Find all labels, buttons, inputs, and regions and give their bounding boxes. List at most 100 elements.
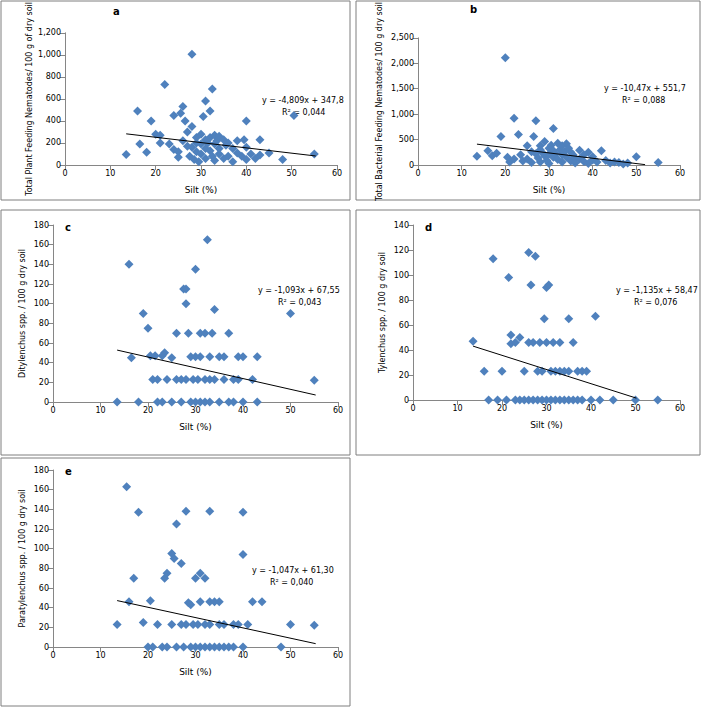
svg-text:Ditylenchus spp. / 100 g dry s: Ditylenchus spp. / 100 g dry soil <box>18 249 27 378</box>
svg-text:120: 120 <box>394 246 409 255</box>
svg-text:200: 200 <box>46 138 61 147</box>
svg-text:60: 60 <box>399 321 409 330</box>
svg-text:0: 0 <box>404 396 409 405</box>
svg-text:Silt (%): Silt (%) <box>530 420 563 430</box>
svg-text:10: 10 <box>452 404 462 413</box>
svg-text:30: 30 <box>544 169 554 178</box>
svg-text:80: 80 <box>39 564 49 573</box>
svg-text:80: 80 <box>39 319 49 328</box>
svg-text:0: 0 <box>410 404 415 413</box>
svg-text:40: 40 <box>241 169 251 178</box>
svg-text:500: 500 <box>399 135 414 144</box>
svg-text:50: 50 <box>631 169 641 178</box>
svg-text:Silt (%): Silt (%) <box>179 422 212 432</box>
svg-text:50: 50 <box>287 169 297 178</box>
svg-text:180: 180 <box>34 466 49 475</box>
svg-text:20: 20 <box>143 651 153 660</box>
svg-text:R² = 0,043: R² = 0,043 <box>278 298 321 307</box>
svg-text:2,500: 2,500 <box>391 33 414 42</box>
svg-text:60: 60 <box>39 339 49 348</box>
svg-text:b: b <box>470 4 477 15</box>
svg-text:160: 160 <box>34 485 49 494</box>
svg-text:40: 40 <box>399 346 409 355</box>
svg-text:0: 0 <box>50 406 55 415</box>
svg-text:Silt (%): Silt (%) <box>533 185 566 195</box>
svg-text:50: 50 <box>630 404 640 413</box>
svg-text:Silt (%): Silt (%) <box>179 667 212 677</box>
svg-text:d: d <box>425 222 432 233</box>
svg-text:140: 140 <box>34 505 49 514</box>
svg-text:Tylenchus spp. / 100 g dry soi: Tylenchus spp. / 100 g dry soil <box>378 252 387 374</box>
svg-text:Total Bacterial Feeding Nemato: Total Bacterial Feeding Nematodes/ 100 g… <box>375 2 384 202</box>
svg-text:Total Plant Feeding Nematodes/: Total Plant Feeding Nematodes/ 100 g of … <box>25 2 34 197</box>
svg-text:y = -4,809x + 347,8: y = -4,809x + 347,8 <box>262 96 344 105</box>
svg-text:R² = 0,076: R² = 0,076 <box>634 298 677 307</box>
svg-text:20: 20 <box>39 378 49 387</box>
svg-text:1,500: 1,500 <box>391 84 414 93</box>
svg-text:40: 40 <box>586 404 596 413</box>
svg-text:140: 140 <box>34 260 49 269</box>
svg-text:120: 120 <box>34 525 49 534</box>
svg-text:20: 20 <box>151 169 161 178</box>
svg-text:0: 0 <box>56 161 61 170</box>
svg-text:140: 140 <box>394 221 409 230</box>
svg-text:0: 0 <box>44 643 49 652</box>
svg-text:0: 0 <box>409 161 414 170</box>
svg-text:30: 30 <box>190 406 200 415</box>
svg-text:60: 60 <box>332 169 342 178</box>
svg-text:20: 20 <box>39 623 49 632</box>
svg-text:c: c <box>65 222 71 233</box>
svg-text:y = -1,047x + 61,30: y = -1,047x + 61,30 <box>252 566 334 575</box>
svg-text:40: 40 <box>39 603 49 612</box>
svg-text:40: 40 <box>588 169 598 178</box>
svg-text:40: 40 <box>238 651 248 660</box>
svg-text:0: 0 <box>415 169 420 178</box>
svg-text:30: 30 <box>196 169 206 178</box>
svg-text:20: 20 <box>500 169 510 178</box>
svg-text:80: 80 <box>399 296 409 305</box>
svg-text:R² = 0,088: R² = 0,088 <box>622 96 665 105</box>
svg-text:10: 10 <box>105 169 115 178</box>
svg-text:160: 160 <box>34 240 49 249</box>
svg-text:180: 180 <box>34 221 49 230</box>
svg-text:Paratylenchus spp. / 100 g dry: Paratylenchus spp. / 100 g dry soil <box>18 489 27 627</box>
svg-text:40: 40 <box>39 358 49 367</box>
svg-text:1,200: 1,200 <box>38 28 61 37</box>
svg-text:20: 20 <box>143 406 153 415</box>
svg-text:120: 120 <box>34 280 49 289</box>
svg-text:R² = 0,044: R² = 0,044 <box>282 108 325 117</box>
svg-text:20: 20 <box>399 371 409 380</box>
svg-text:Silt (%): Silt (%) <box>185 185 218 195</box>
svg-text:0: 0 <box>50 651 55 660</box>
svg-text:y = -1,093x + 67,55: y = -1,093x + 67,55 <box>258 286 340 295</box>
svg-text:R² = 0,040: R² = 0,040 <box>270 578 313 587</box>
svg-text:0: 0 <box>62 169 67 178</box>
svg-text:50: 50 <box>285 651 295 660</box>
svg-text:100: 100 <box>34 544 49 553</box>
svg-text:y = -1,135x + 58,47: y = -1,135x + 58,47 <box>616 286 698 295</box>
svg-text:30: 30 <box>190 651 200 660</box>
svg-text:60: 60 <box>39 584 49 593</box>
svg-text:60: 60 <box>333 651 343 660</box>
svg-text:1,000: 1,000 <box>391 110 414 119</box>
svg-text:600: 600 <box>46 94 61 103</box>
svg-text:800: 800 <box>46 72 61 81</box>
svg-text:2,000: 2,000 <box>391 59 414 68</box>
svg-text:e: e <box>65 466 72 477</box>
svg-text:0: 0 <box>44 398 49 407</box>
svg-text:60: 60 <box>675 169 685 178</box>
svg-text:40: 40 <box>238 406 248 415</box>
svg-text:60: 60 <box>675 404 685 413</box>
svg-text:10: 10 <box>457 169 467 178</box>
svg-text:60: 60 <box>333 406 343 415</box>
svg-text:10: 10 <box>95 406 105 415</box>
svg-text:100: 100 <box>34 299 49 308</box>
svg-text:400: 400 <box>46 116 61 125</box>
svg-text:10: 10 <box>95 651 105 660</box>
svg-text:20: 20 <box>497 404 507 413</box>
svg-text:1,000: 1,000 <box>38 50 61 59</box>
svg-text:50: 50 <box>285 406 295 415</box>
svg-text:100: 100 <box>394 271 409 280</box>
svg-text:y = -10,47x + 551,7: y = -10,47x + 551,7 <box>604 84 686 93</box>
svg-text:a: a <box>113 6 120 17</box>
